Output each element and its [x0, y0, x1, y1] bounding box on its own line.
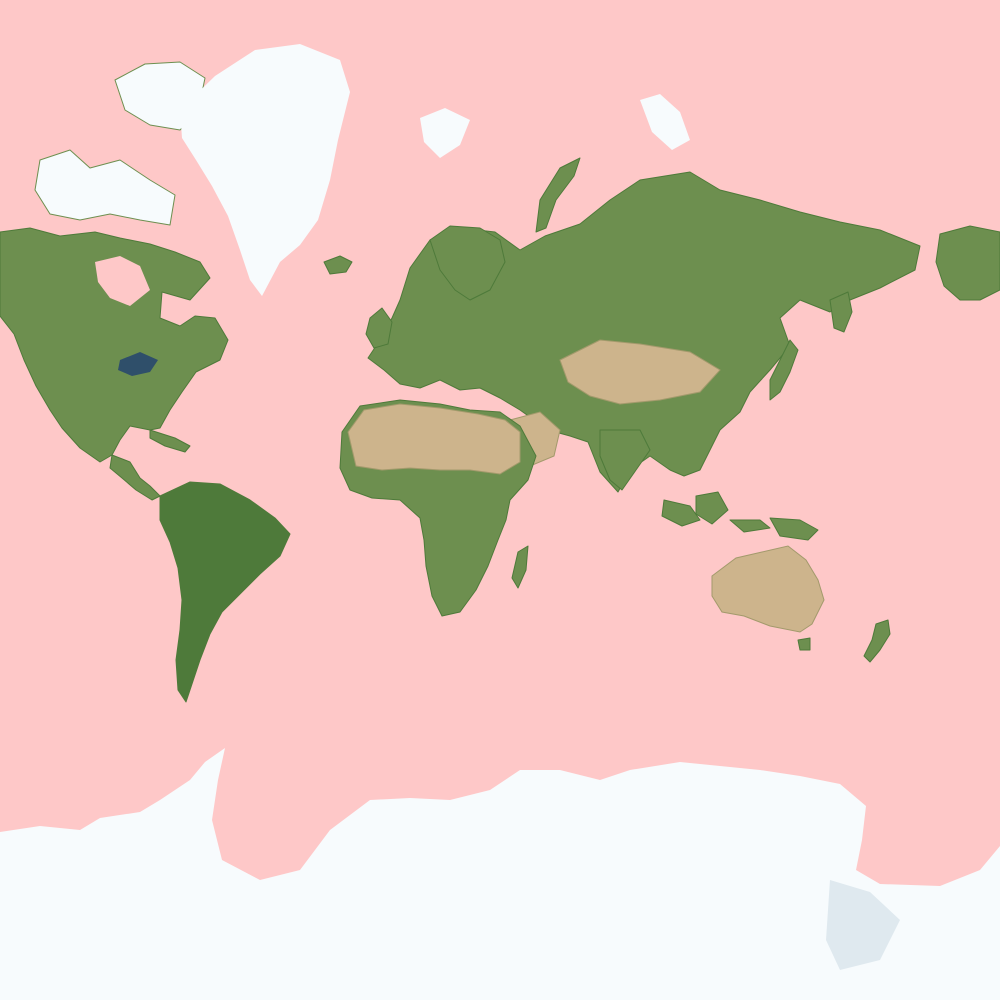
central-america	[109, 454, 161, 501]
kamchatka	[829, 291, 853, 333]
europe-asia	[367, 171, 921, 493]
novaya-zemlya	[535, 157, 581, 233]
indonesia-islands	[661, 491, 771, 533]
indian-subcontinent	[599, 429, 651, 491]
tasmania	[797, 637, 811, 651]
south-america	[159, 481, 291, 703]
great-lakes	[118, 352, 158, 376]
iceland	[323, 255, 353, 275]
north-america	[0, 227, 229, 463]
caribbean-islands	[149, 429, 191, 453]
greenland	[180, 44, 350, 296]
svalbard	[420, 108, 470, 158]
antarctic-ice-shelf	[826, 880, 900, 970]
central-asia-steppe	[559, 339, 721, 405]
great-britain	[365, 307, 393, 349]
madagascar	[511, 545, 529, 589]
franz-josef-land	[640, 94, 690, 150]
hudson-bay	[95, 256, 150, 306]
new-guinea	[769, 517, 819, 541]
new-zealand	[863, 619, 891, 663]
sahara-desert	[347, 403, 521, 475]
scandinavia	[429, 225, 506, 301]
antarctica	[0, 748, 1000, 1000]
chukotka	[935, 225, 1000, 301]
japan	[769, 339, 799, 401]
australia	[711, 545, 825, 633]
